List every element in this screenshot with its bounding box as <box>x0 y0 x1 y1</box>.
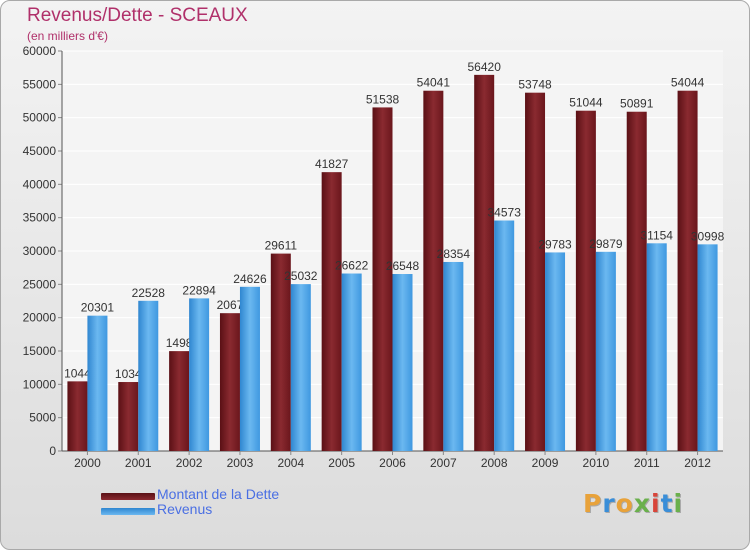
data-label-revenus: 22894 <box>182 283 216 297</box>
chart-subtitle: (en milliers d'€) <box>27 29 108 43</box>
bar-dette <box>575 110 596 451</box>
y-tick-label: 60000 <box>23 44 57 58</box>
data-label-revenus: 30998 <box>691 229 725 243</box>
bar-dette <box>525 92 546 452</box>
bar-revenus <box>545 252 566 451</box>
data-label-dette: 1034 <box>115 367 142 381</box>
y-tick-label: 10000 <box>23 377 57 391</box>
data-label-dette: 56420 <box>468 60 502 74</box>
bar-dette <box>372 107 393 451</box>
bar-dette <box>474 74 495 451</box>
y-tick-label: 0 <box>49 444 56 458</box>
x-tick-label: 2005 <box>328 456 355 470</box>
legend-swatch-dette <box>101 493 155 500</box>
bar-dette <box>118 382 139 451</box>
data-label-dette: 2067 <box>217 298 244 312</box>
x-tick-label: 2007 <box>430 456 457 470</box>
chart-title: Revenus/Dette - SCEAUX <box>27 5 248 26</box>
bar-revenus <box>392 274 413 451</box>
x-tick-label: 2003 <box>227 456 254 470</box>
bar-dette <box>677 90 698 451</box>
x-tick-label: 2009 <box>532 456 559 470</box>
bar-dette <box>626 111 647 451</box>
x-tick-label: 2000 <box>74 456 101 470</box>
x-tick-label: 2004 <box>277 456 304 470</box>
bar-dette <box>219 313 240 451</box>
bar-revenus <box>595 251 616 451</box>
bar-revenus <box>341 273 362 451</box>
bar-revenus <box>189 298 210 451</box>
data-label-dette: 41827 <box>315 157 349 171</box>
y-tick-label: 40000 <box>23 177 57 191</box>
legend-label-dette: Montant de la Dette <box>157 486 280 502</box>
bar-revenus <box>646 243 667 451</box>
data-label-dette: 1498 <box>166 336 193 350</box>
data-label-dette: 1044 <box>64 366 91 380</box>
bar-revenus <box>138 300 159 451</box>
data-label-revenus: 25032 <box>284 269 318 283</box>
x-tick-label: 2002 <box>176 456 203 470</box>
legend-swatch-revenus <box>101 508 155 515</box>
bar-revenus <box>494 220 515 451</box>
y-tick-label: 35000 <box>23 211 57 225</box>
y-tick-label: 20000 <box>23 311 57 325</box>
x-tick-label: 2012 <box>684 456 711 470</box>
bar-dette <box>169 351 190 451</box>
y-tick-label: 45000 <box>23 144 57 158</box>
data-label-revenus: 28354 <box>437 247 471 261</box>
bar-dette <box>270 253 291 451</box>
legend-label-revenus: Revenus <box>157 501 213 517</box>
data-label-revenus: 24626 <box>233 272 267 286</box>
bar-revenus <box>443 261 464 451</box>
bar-revenus <box>87 315 108 451</box>
data-label-dette: 53748 <box>518 78 552 92</box>
data-label-revenus: 29879 <box>589 237 623 251</box>
proxiti-logo: Proxiti <box>583 489 684 518</box>
bar-dette <box>321 172 342 452</box>
bar-revenus <box>290 284 311 451</box>
data-label-revenus: 20301 <box>81 301 115 315</box>
data-label-dette: 51538 <box>366 92 400 106</box>
y-tick-label: 30000 <box>23 244 57 258</box>
data-label-revenus: 26622 <box>335 259 369 273</box>
data-label-revenus: 22528 <box>132 286 166 300</box>
bar-dette <box>423 90 444 451</box>
data-label-dette: 50891 <box>620 97 654 111</box>
x-tick-label: 2011 <box>634 456 660 470</box>
bar-revenus <box>239 286 260 451</box>
x-tick-label: 2008 <box>481 456 508 470</box>
data-label-revenus: 31154 <box>640 228 673 242</box>
y-tick-label: 25000 <box>23 277 57 291</box>
data-label-revenus: 26548 <box>386 259 420 273</box>
data-label-dette: 29611 <box>265 239 298 253</box>
data-label-dette: 54041 <box>417 76 451 90</box>
data-label-revenus: 29783 <box>538 237 572 251</box>
data-label-revenus: 34573 <box>488 206 522 220</box>
y-tick-label: 55000 <box>23 77 57 91</box>
x-tick-label: 2006 <box>379 456 406 470</box>
x-tick-label: 2010 <box>583 456 610 470</box>
data-label-dette: 54044 <box>671 76 705 90</box>
y-tick-label: 5000 <box>29 411 56 425</box>
x-tick-label: 2001 <box>125 456 152 470</box>
bar-revenus <box>697 244 718 451</box>
data-label-dette: 51044 <box>569 96 603 110</box>
y-tick-label: 50000 <box>23 111 57 125</box>
y-tick-label: 15000 <box>23 344 57 358</box>
bar-dette <box>67 381 88 451</box>
